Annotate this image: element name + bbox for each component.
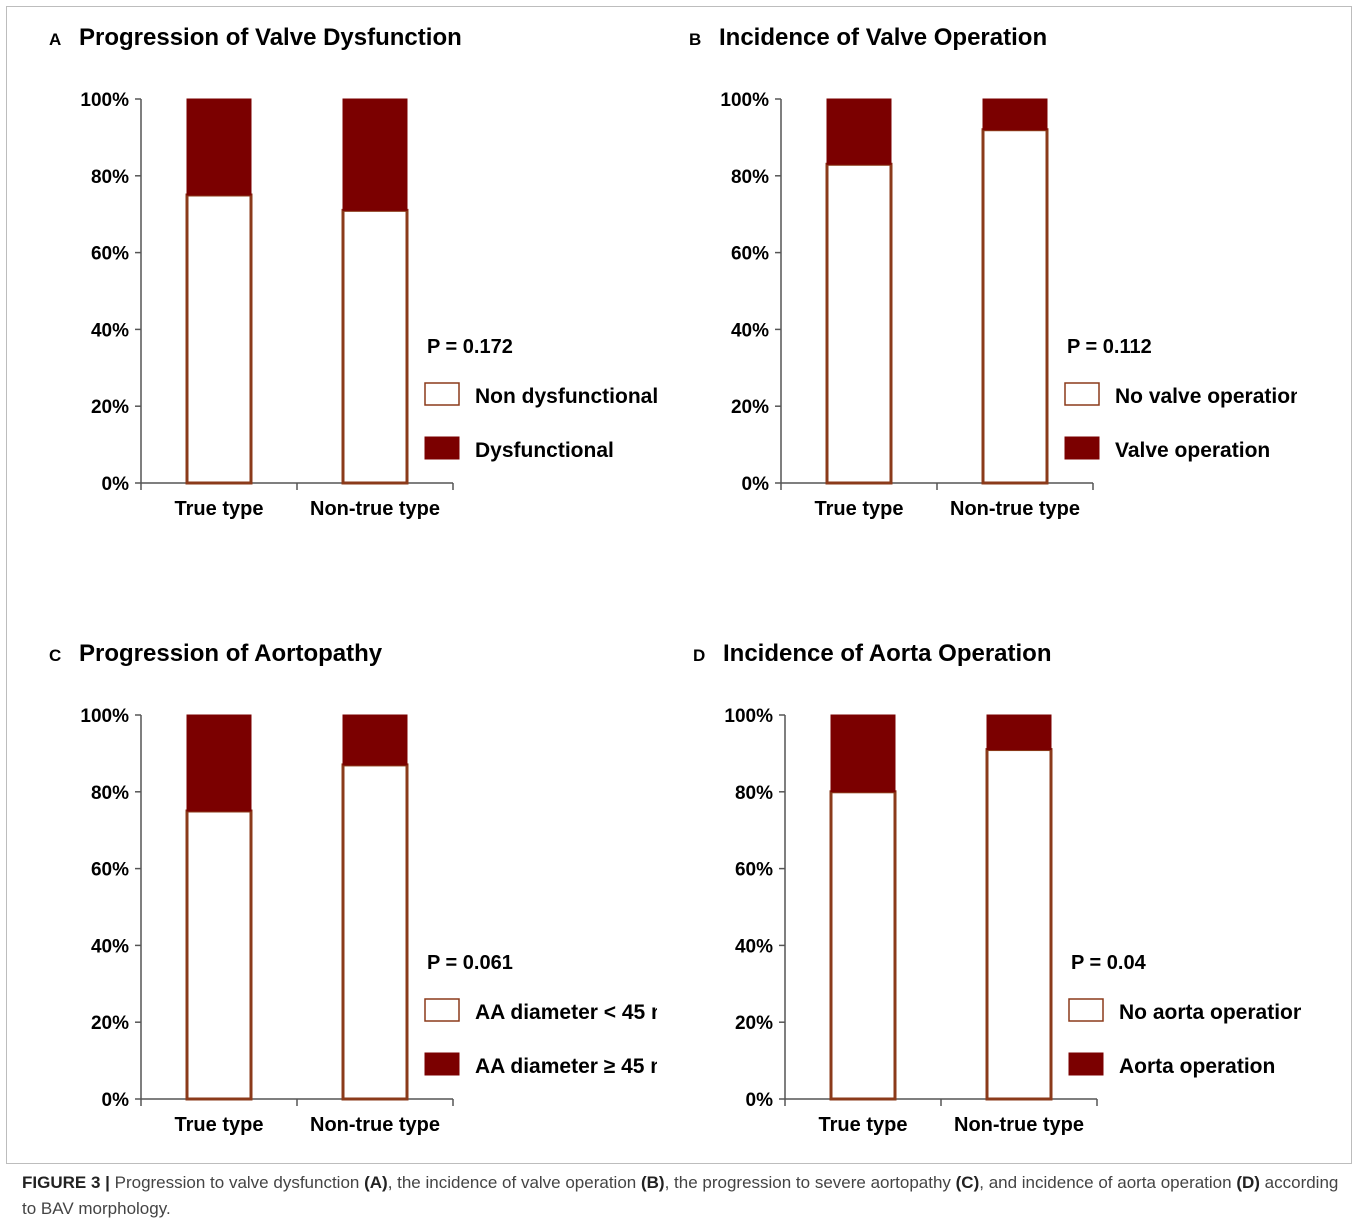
panel-label: B — [689, 30, 701, 49]
y-tick-label: 100% — [724, 706, 773, 727]
y-tick-label: 40% — [731, 320, 769, 341]
legend-swatch-outline — [424, 998, 460, 1022]
legend-swatch-filled — [424, 1052, 460, 1076]
caption-text-2: , the incidence of valve operation — [387, 1173, 641, 1192]
panel-d: D Incidence of Aorta Operation 0% 20% 40% 60%… — [651, 623, 1301, 1203]
p-value-text: P = 0.112 — [1067, 336, 1152, 358]
y-tick-label: 60% — [735, 860, 773, 881]
legend-label: No aorta operation — [1119, 1001, 1301, 1024]
bar-segment-dysfunctional — [186, 98, 252, 196]
bar-segment-no-valve-operation — [981, 128, 1049, 485]
bar-segment-aorta-operation — [830, 714, 896, 793]
legend-label: Aorta operation — [1119, 1055, 1275, 1078]
legend-swatch-filled — [1068, 1052, 1104, 1076]
bar-segment-aa-diameter-45-mm — [341, 763, 409, 1101]
y-tick-label: 20% — [731, 397, 769, 418]
y-tick-label: 80% — [91, 783, 129, 804]
x-category-label: True type — [819, 1114, 908, 1136]
y-tick-label: 0% — [102, 1090, 130, 1111]
x-category-label: True type — [175, 498, 264, 520]
legend-swatch-outline — [424, 382, 460, 406]
y-tick-label: 0% — [746, 1090, 774, 1111]
x-category-label: True type — [175, 1114, 264, 1136]
p-value-text: P = 0.172 — [427, 336, 513, 358]
y-tick-label: 100% — [80, 90, 129, 111]
panel-b: B Incidence of Valve Operation 0% 20% 40% 60%… — [647, 7, 1297, 587]
panel-label: D — [693, 646, 705, 665]
chart-b: B Incidence of Valve Operation 0% 20% 40% 60%… — [689, 24, 1297, 520]
legend-swatch-filled — [424, 436, 460, 460]
panel-label: C — [49, 646, 61, 665]
y-tick-label: 40% — [91, 936, 129, 957]
legend-label: Non dysfunctional — [475, 385, 657, 408]
legend-swatch-outline — [1068, 998, 1104, 1022]
y-tick-label: 20% — [91, 1013, 129, 1034]
caption-label: FIGURE 3 | — [22, 1173, 110, 1192]
caption-text-1: Progression to valve dysfunction — [109, 1173, 365, 1192]
p-value-text: P = 0.04 — [1071, 952, 1147, 974]
caption-text-3: , the progression to severe aortopathy — [664, 1173, 956, 1192]
bar-segment-no-aorta-operation — [829, 790, 897, 1101]
y-tick-label: 0% — [742, 474, 770, 495]
panel-a: A Progression of Valve Dysfunction 0% 20% 40… — [7, 7, 657, 587]
caption-ref-d: (D) — [1236, 1173, 1260, 1192]
x-category-label: Non-true type — [310, 498, 440, 520]
bar-segment-valve-operation — [826, 98, 892, 165]
y-tick-label: 0% — [102, 474, 130, 495]
y-tick-label: 20% — [735, 1013, 773, 1034]
legend-label: AA diameter ≥ 45 mm — [475, 1055, 657, 1078]
y-tick-label: 60% — [91, 860, 129, 881]
y-tick-label: 40% — [735, 936, 773, 957]
y-tick-label: 40% — [91, 320, 129, 341]
bar-segment-non-dysfunctional — [341, 208, 409, 485]
y-tick-label: 60% — [91, 244, 129, 265]
panel-label: A — [49, 30, 61, 49]
chart-d: D Incidence of Aorta Operation 0% 20% 40% 60%… — [693, 640, 1301, 1136]
panel-c: C Progression of Aortopathy 0% 20% 40% 60% 80%… — [7, 623, 657, 1203]
y-tick-label: 20% — [91, 397, 129, 418]
bar-segment-non-dysfunctional — [185, 193, 253, 485]
chart-title: Progression of Aortopathy — [79, 640, 383, 667]
y-tick-label: 80% — [731, 167, 769, 188]
chart-title: Incidence of Valve Operation — [719, 24, 1047, 51]
caption-text-5: according to BAV morphology. — [22, 1173, 1339, 1218]
bar-segment-aa-diameter-45-mm — [186, 714, 252, 812]
y-tick-label: 60% — [731, 244, 769, 265]
caption-ref-b: (B) — [640, 1173, 665, 1192]
caption-text-4: , and incidence of aorta operation — [979, 1173, 1237, 1192]
x-category-label: True type — [815, 498, 904, 520]
chart-title: Progression of Valve Dysfunction — [79, 24, 462, 51]
bar-segment-aa-diameter-45-mm — [185, 809, 253, 1101]
caption-ref-c: (C) — [955, 1173, 980, 1192]
y-tick-label: 100% — [720, 90, 769, 111]
bar-segment-dysfunctional — [342, 98, 408, 211]
legend-swatch-outline — [1064, 382, 1100, 406]
figure-caption: FIGURE 3 | Progression to valve dysfunct… — [22, 1170, 1342, 1222]
bar-segment-aorta-operation — [986, 714, 1052, 751]
legend-swatch-filled — [1064, 436, 1100, 460]
p-value-text: P = 0.061 — [427, 952, 513, 974]
chart-c: C Progression of Aortopathy 0% 20% 40% 60% 80%… — [49, 640, 657, 1136]
x-category-label: Non-true type — [310, 1114, 440, 1136]
legend-label: AA diameter < 45 mm — [475, 1001, 657, 1024]
caption-ref-a: (A) — [364, 1173, 388, 1192]
y-tick-label: 80% — [91, 167, 129, 188]
y-tick-label: 80% — [735, 783, 773, 804]
legend-label: Dysfunctional — [475, 439, 614, 462]
legend-label: No valve operation — [1115, 385, 1297, 408]
figure-frame: A Progression of Valve Dysfunction 0% 20% 40… — [6, 6, 1352, 1164]
bar-segment-aa-diameter-45-mm — [342, 714, 408, 766]
legend-label: Valve operation — [1115, 439, 1270, 462]
chart-a: A Progression of Valve Dysfunction 0% 20% 40… — [49, 24, 657, 520]
bar-segment-no-aorta-operation — [985, 748, 1053, 1101]
bar-segment-valve-operation — [982, 98, 1048, 131]
chart-title: Incidence of Aorta Operation — [723, 640, 1052, 667]
y-tick-label: 100% — [80, 706, 129, 727]
bar-segment-no-valve-operation — [825, 162, 893, 485]
x-category-label: Non-true type — [954, 1114, 1084, 1136]
x-category-label: Non-true type — [950, 498, 1080, 520]
